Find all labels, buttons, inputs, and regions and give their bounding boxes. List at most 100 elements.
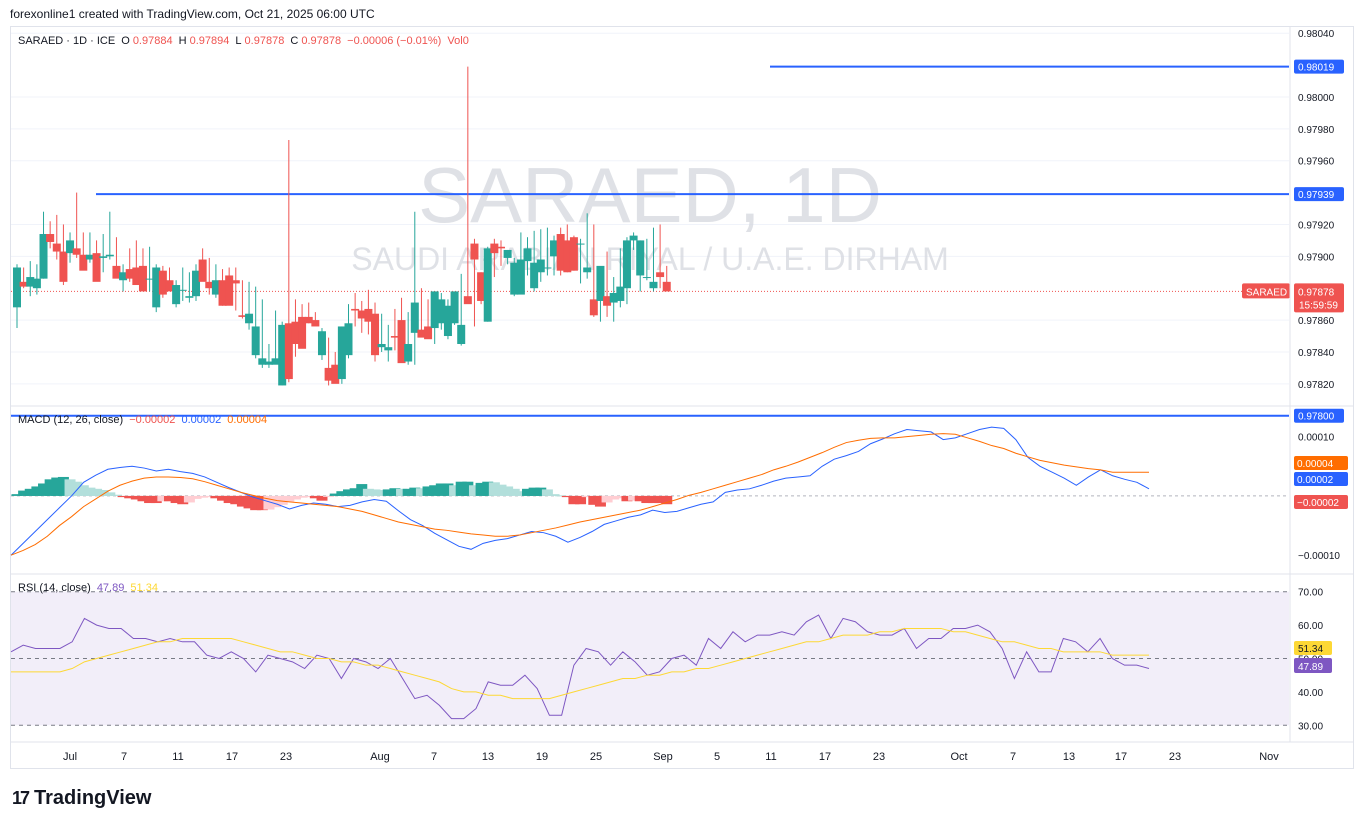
price-tick-label: 0.97920 <box>1298 220 1335 231</box>
candle-body <box>264 361 273 365</box>
candle-body <box>523 248 532 262</box>
candle-body <box>510 262 519 295</box>
chart-frame <box>10 26 1354 769</box>
candle-body <box>311 320 320 327</box>
candle-body <box>589 299 598 316</box>
macd-histogram-bar <box>422 486 434 496</box>
candle-body <box>337 326 346 380</box>
macd-histogram-bar <box>124 495 136 499</box>
close-value: 0.97878 <box>301 35 342 47</box>
candle-body <box>291 321 300 344</box>
watermark-subtitle: SAUDI ARABIAN RIYAL / U.A.E. DIRHAM <box>351 241 948 277</box>
candle-body <box>636 240 645 276</box>
level-price-tag <box>1294 59 1344 74</box>
macd-histogram-bar <box>71 481 83 496</box>
high-label: H <box>178 35 187 47</box>
macd-histogram-bar <box>230 495 242 505</box>
macd-histogram-bar <box>462 481 474 496</box>
close-label: C <box>290 35 299 47</box>
brand-name: TradingView <box>34 787 152 809</box>
macd-histogram-bar <box>203 495 215 498</box>
macd-histogram-bar <box>349 488 361 496</box>
candle-body <box>357 310 366 319</box>
candle-body <box>371 313 380 356</box>
macd-histogram-bar <box>594 495 606 507</box>
tradingview-logo[interactable]: 17 TradingView <box>12 787 151 810</box>
macd-histogram-bar <box>77 485 89 496</box>
candle-body <box>231 280 240 284</box>
macd-histogram-bar <box>528 487 540 496</box>
candle-body <box>331 364 340 384</box>
macd-histogram-bar <box>435 483 447 496</box>
macd-histogram-bar <box>396 488 408 496</box>
macd-histogram-bar <box>137 495 149 502</box>
macd-histogram-bar <box>522 488 534 496</box>
rsi-ma-tag-label: 51.34 <box>1298 644 1323 655</box>
candle-body <box>225 275 234 306</box>
macd-histogram-bar <box>502 486 514 496</box>
macd-histogram-bar <box>243 495 255 509</box>
macd-histogram-bar <box>376 490 388 496</box>
macd-histogram-bar <box>210 495 222 499</box>
high-value: 0.97894 <box>189 35 230 47</box>
macd-histogram-bar <box>236 495 248 507</box>
candle-body <box>165 280 174 292</box>
macd-histogram-bar <box>223 495 235 504</box>
time-tick-label: 11 <box>765 751 776 763</box>
candle-body <box>46 234 55 242</box>
candle-body <box>450 291 459 324</box>
candle-body <box>596 265 605 301</box>
macd-histogram-bar <box>289 495 301 500</box>
time-tick-label: 13 <box>482 751 494 763</box>
macd-histogram-bar <box>628 495 640 501</box>
macd-histogram-bar <box>91 488 103 496</box>
symbol-label[interactable]: SARAED · 1D · ICE <box>18 35 116 47</box>
candle-body <box>185 296 194 298</box>
macd-histogram-bar <box>144 495 156 504</box>
macd-histogram-bar <box>276 495 288 505</box>
price-tick-label: 0.97840 <box>1298 348 1335 359</box>
level-price-label: 0.98019 <box>1298 63 1335 74</box>
rsi-ma-tag <box>1294 641 1332 655</box>
time-tick-label: 5 <box>714 751 720 763</box>
macd-title[interactable]: MACD (12, 26, close) <box>18 414 124 426</box>
macd-histogram-bar <box>581 495 593 498</box>
candle-body <box>530 262 539 289</box>
macd-histogram-bar <box>362 488 374 496</box>
macd-histogram-bar <box>283 495 295 502</box>
macd-histogram-bar <box>18 490 30 496</box>
macd-histogram-bar <box>661 495 673 505</box>
macd-histogram-bar <box>250 495 262 511</box>
macd-histogram-bar <box>515 491 527 496</box>
candle-body <box>457 324 466 344</box>
time-tick-label: 7 <box>121 751 127 763</box>
candle-body <box>576 243 585 245</box>
candle-body <box>198 259 207 282</box>
time-tick-label: 11 <box>172 751 183 763</box>
macd-histogram-bar <box>634 495 646 502</box>
candle-body <box>516 259 525 295</box>
rsi-title[interactable]: RSI (14, close) <box>18 582 91 594</box>
candle-body <box>550 240 559 257</box>
low-label: L <box>235 35 242 47</box>
macd-histogram-bar <box>356 484 368 496</box>
candle-body <box>145 278 154 280</box>
candle-body <box>59 251 68 282</box>
macd-histogram-bar <box>475 482 487 496</box>
macd-tick-label: 0.00010 <box>1298 433 1335 444</box>
macd-histogram-bar <box>104 492 116 496</box>
candle-body <box>364 308 373 322</box>
candle-body <box>410 302 419 333</box>
macd-histogram-bar <box>488 482 500 496</box>
time-tick-label: Aug <box>370 751 390 763</box>
time-tick-label: Jul <box>63 751 77 763</box>
macd-histogram-bar <box>608 495 620 500</box>
macd-tick-label: −0.00010 <box>1298 551 1340 562</box>
open-value: 0.97884 <box>132 35 173 47</box>
price-tick-label: 0.97900 <box>1298 252 1335 263</box>
level-price-label: 0.97800 <box>1298 412 1335 423</box>
macd-histogram-bar <box>343 489 354 496</box>
macd-histogram-bar <box>601 495 613 503</box>
macd-value-tag <box>1294 472 1348 486</box>
